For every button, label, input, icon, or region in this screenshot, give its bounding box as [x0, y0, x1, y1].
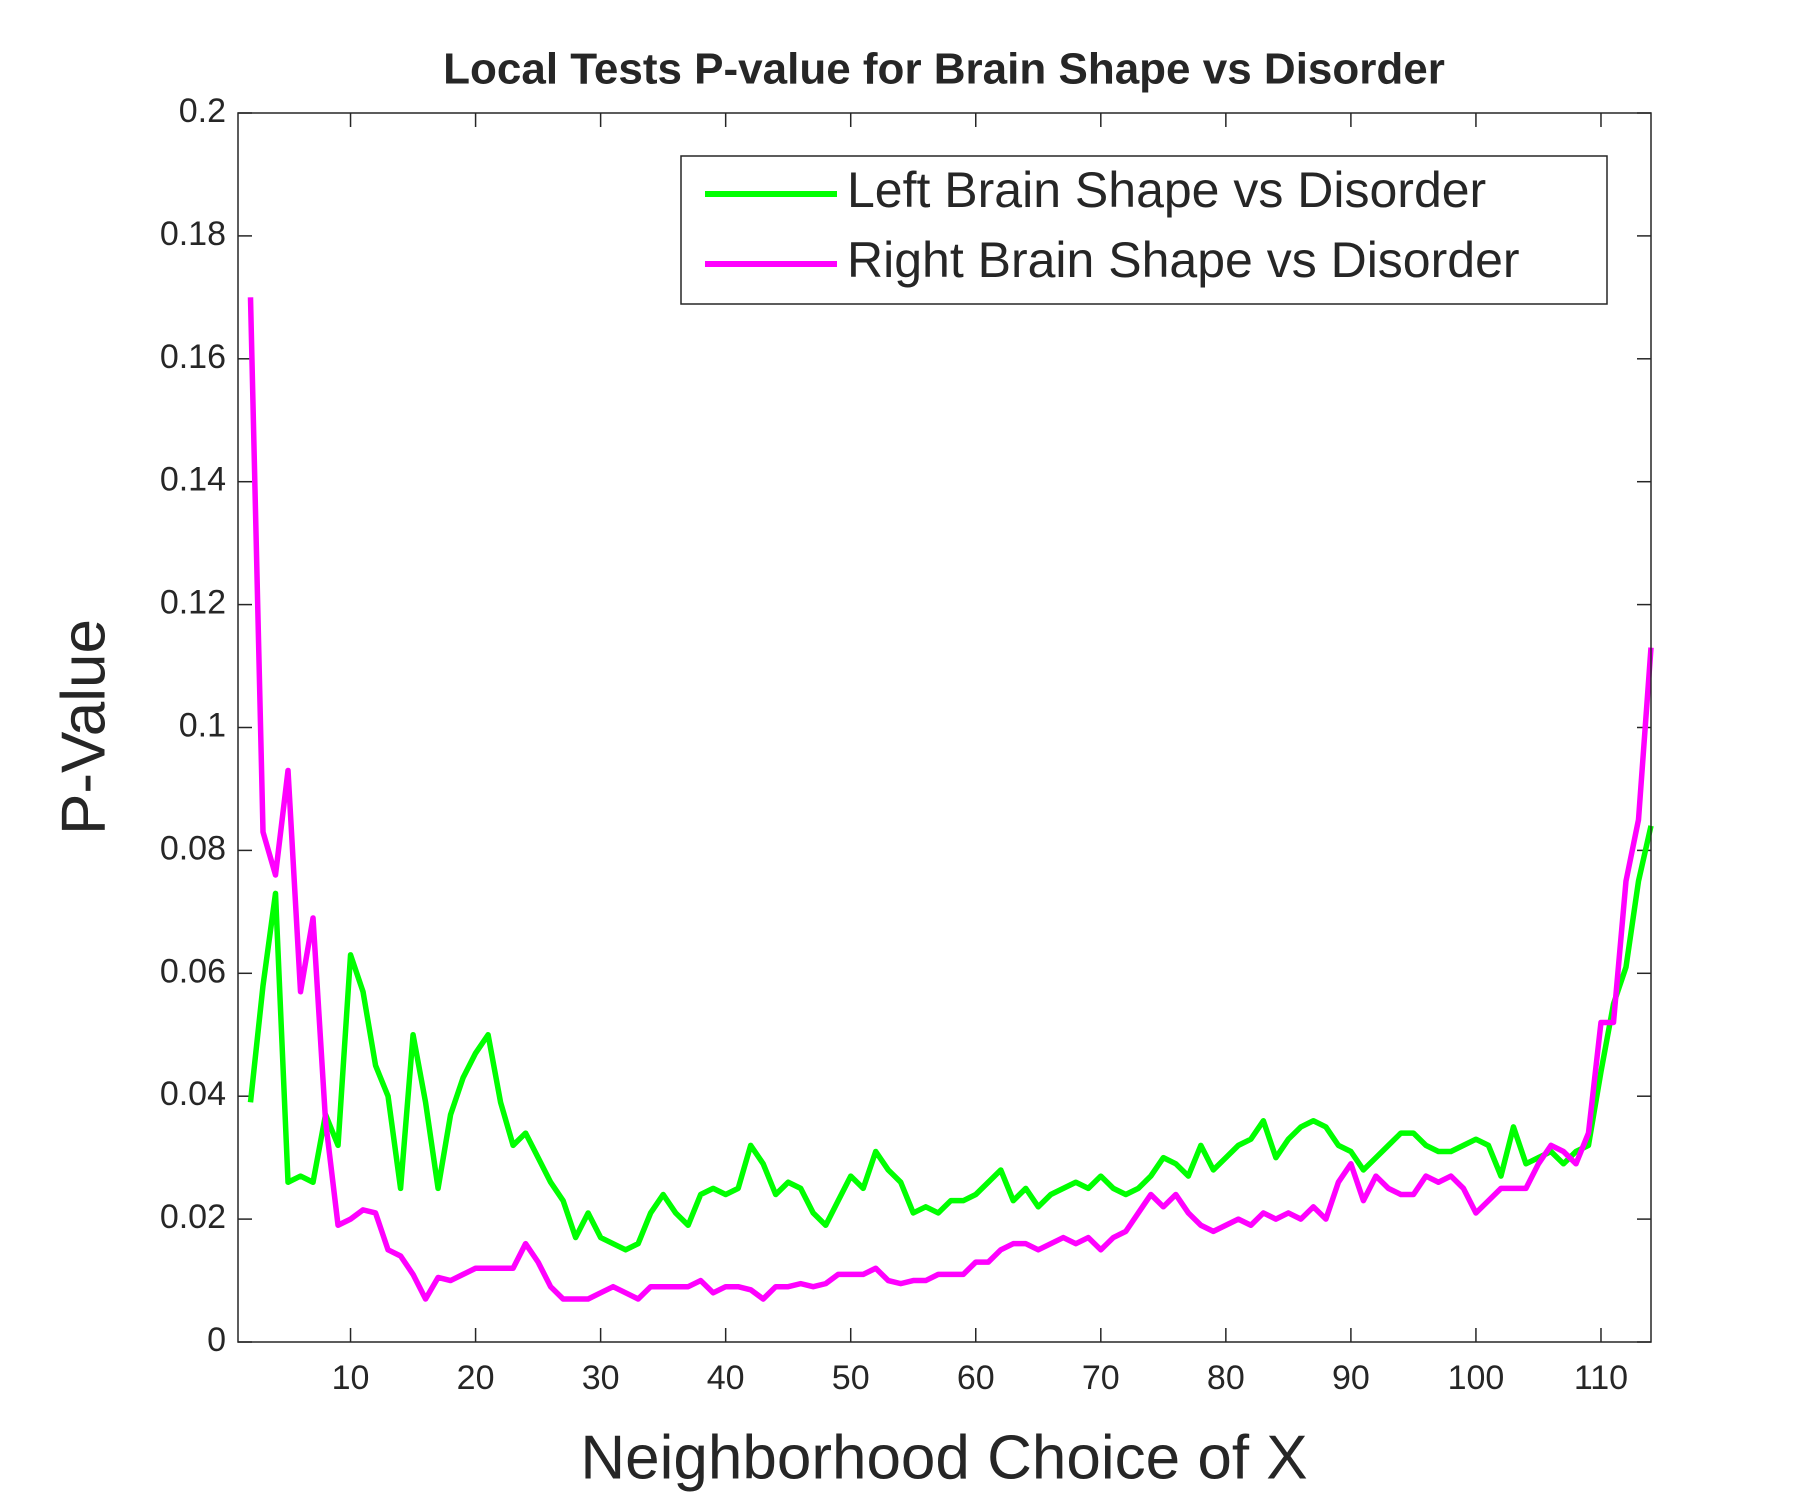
x-tick-label: 20 — [457, 1359, 495, 1397]
y-tick-label: 0.04 — [160, 1075, 226, 1113]
y-tick-label: 0.16 — [160, 338, 226, 376]
x-tick-label: 60 — [957, 1359, 995, 1397]
legend: Left Brain Shape vs Disorder Right Brain … — [680, 155, 1608, 305]
x-tick-label: 30 — [582, 1359, 620, 1397]
y-tick-label: 0.06 — [160, 952, 226, 990]
x-tick-label: 70 — [1082, 1359, 1120, 1397]
y-axis-label: P-Value — [49, 619, 118, 835]
data-line — [247, 297, 1654, 1302]
x-tick-label: 10 — [332, 1359, 370, 1397]
y-tick-label: 0.08 — [160, 829, 226, 867]
y-tick-label: 0.2 — [179, 92, 226, 130]
axes-box — [237, 112, 1652, 1343]
y-tick-label: 0.12 — [160, 584, 226, 622]
y-tick-label: 0.1 — [179, 706, 226, 744]
x-tick-label: 40 — [707, 1359, 745, 1397]
x-tick-label: 50 — [832, 1359, 870, 1397]
y-tick-label: 0.02 — [160, 1198, 226, 1236]
x-axis-label: Neighborhood Choice of X — [580, 1423, 1307, 1492]
x-tick-label: 80 — [1207, 1359, 1245, 1397]
x-tick-label: 110 — [1574, 1359, 1628, 1397]
y-tick-label: 0.18 — [160, 215, 226, 253]
legend-box — [680, 155, 1608, 305]
x-tick-label: 90 — [1332, 1359, 1370, 1397]
y-tick-label: 0 — [207, 1321, 226, 1359]
y-tick-label: 0.14 — [160, 461, 226, 499]
data-line — [247, 825, 1654, 1253]
legend-label: Right Brain Shape vs Disorder — [847, 232, 1520, 288]
legend-label: Left Brain Shape vs Disorder — [847, 162, 1486, 218]
x-tick-label: 100 — [1448, 1359, 1505, 1397]
chart-title: Local Tests P-value for Brain Shape vs D… — [443, 45, 1445, 94]
